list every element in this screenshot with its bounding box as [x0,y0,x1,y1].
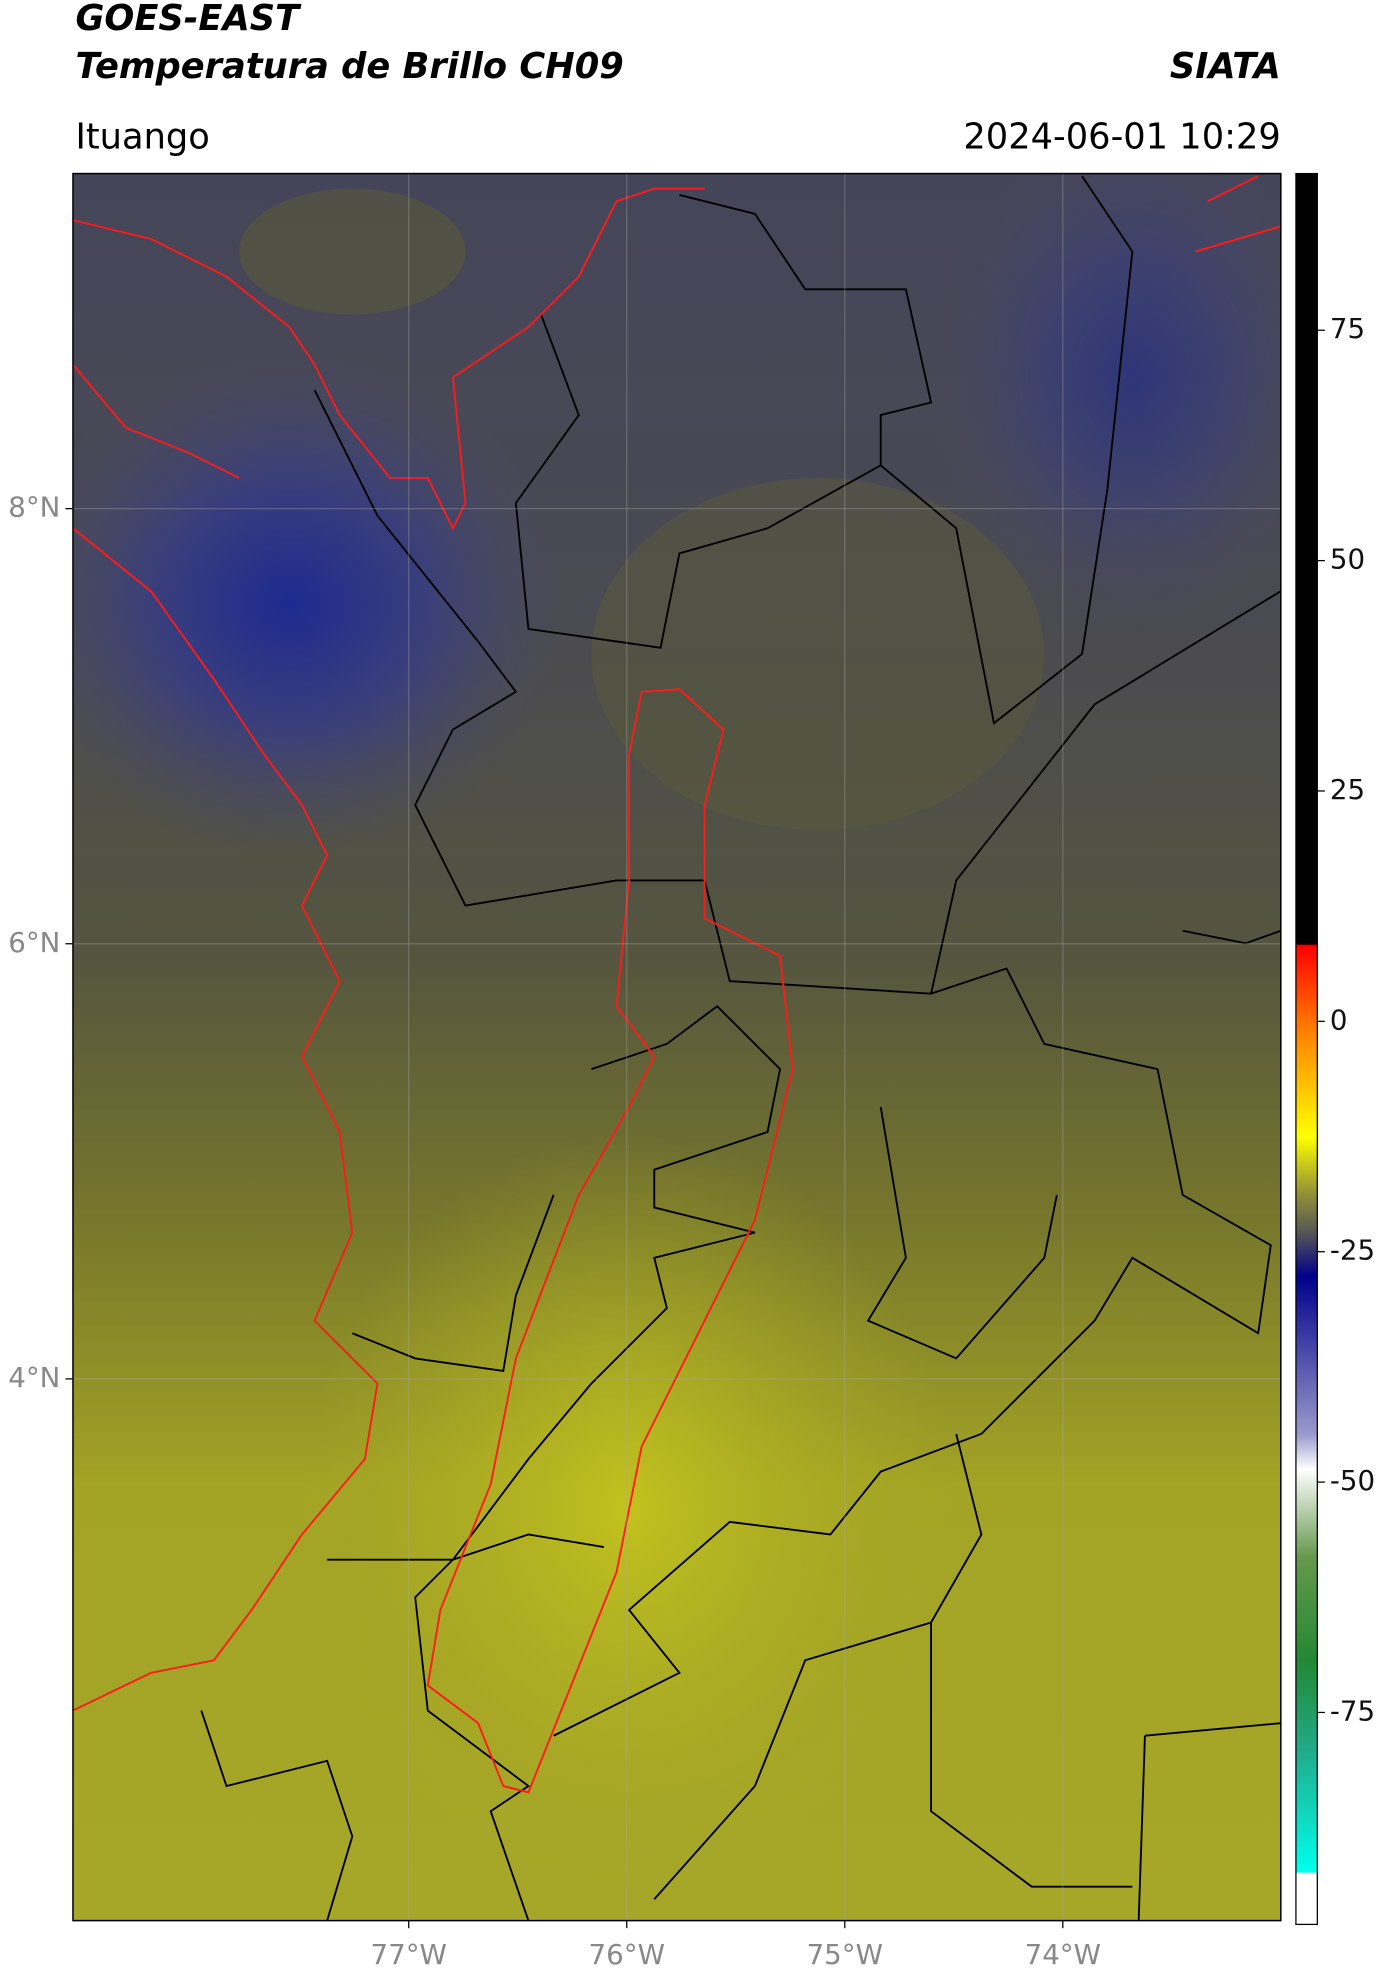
colorbar-tick-label: 75 [1330,312,1365,345]
colorbar-tick-label: -75 [1330,1694,1375,1727]
y-tick-label: 6°N [8,926,60,959]
subtitle: Temperatura de Brillo CH09 [75,46,623,87]
datetime: 2024-06-01 10:29 [963,116,1280,157]
colorbar-tick-label: 50 [1330,543,1365,576]
x-tick-label: 77°W [371,1938,447,1971]
map-frame [72,172,1282,1922]
grid [72,173,1281,1921]
title: GOES-EAST [75,0,302,39]
source: SIATA [1170,46,1281,87]
map [72,173,1281,1921]
colorbar-tick-label: -25 [1330,1234,1375,1267]
colorbar-tick-label: 25 [1330,773,1365,806]
x-tick-label: 75°W [807,1938,883,1971]
colorbar-tick-label: 0 [1330,1003,1348,1036]
x-tick-label: 76°W [589,1938,665,1971]
y-tick-label: 4°N [8,1361,60,1394]
y-tick-label: 8°N [8,491,60,524]
colorbar-tick-label: -50 [1330,1464,1375,1497]
colorbar [1295,172,1318,1926]
x-tick-label: 74°W [1025,1938,1101,1971]
location: Ituango [75,116,209,157]
